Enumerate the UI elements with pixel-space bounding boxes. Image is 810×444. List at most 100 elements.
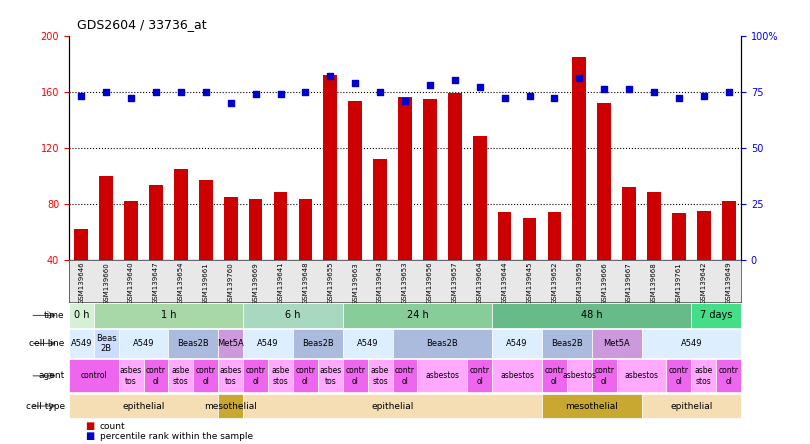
Bar: [143, 359, 168, 392]
Text: agent: agent: [39, 371, 65, 381]
Point: [399, 97, 411, 104]
Point: [299, 88, 312, 95]
Text: Met5A: Met5A: [603, 339, 630, 348]
Bar: [224, 197, 237, 316]
Point: [623, 86, 636, 93]
Text: Met5A: Met5A: [217, 339, 244, 348]
Text: contr
ol: contr ol: [544, 366, 565, 385]
Bar: [69, 303, 94, 328]
Text: GSM139660: GSM139660: [103, 262, 109, 305]
Text: GSM139659: GSM139659: [576, 262, 582, 305]
Text: mesothelial: mesothelial: [204, 401, 257, 411]
Text: GSM139647: GSM139647: [153, 262, 159, 305]
Text: asbestos: asbestos: [562, 371, 596, 381]
Point: [723, 88, 735, 95]
Bar: [199, 180, 213, 316]
Text: asbestos: asbestos: [425, 371, 459, 381]
Bar: [194, 359, 218, 392]
Point: [697, 92, 710, 99]
Text: GSM139642: GSM139642: [701, 262, 707, 304]
Point: [349, 79, 362, 86]
Bar: [647, 193, 661, 316]
Bar: [692, 359, 716, 392]
Point: [150, 88, 163, 95]
Bar: [94, 329, 118, 358]
Text: GSM139661: GSM139661: [202, 262, 209, 305]
Bar: [174, 169, 188, 316]
Text: time: time: [45, 311, 65, 320]
Point: [224, 99, 237, 107]
Text: count: count: [100, 422, 126, 431]
Bar: [149, 186, 163, 316]
Text: A549: A549: [133, 339, 154, 348]
Point: [174, 88, 187, 95]
Text: epithelial: epithelial: [122, 401, 164, 411]
Bar: [616, 359, 667, 392]
Text: A549: A549: [506, 339, 528, 348]
Text: epithelial: epithelial: [670, 401, 713, 411]
Text: GSM139646: GSM139646: [79, 262, 84, 305]
Point: [274, 90, 287, 97]
Bar: [243, 394, 542, 418]
Point: [324, 72, 337, 79]
Text: GSM139666: GSM139666: [601, 262, 608, 305]
Bar: [448, 93, 462, 316]
Text: GSM139640: GSM139640: [128, 262, 134, 305]
Text: Beas2B: Beas2B: [177, 339, 209, 348]
Bar: [100, 176, 113, 316]
Bar: [293, 359, 318, 392]
Bar: [567, 359, 592, 392]
Text: GSM139668: GSM139668: [651, 262, 657, 305]
Bar: [94, 303, 243, 328]
Text: A549: A549: [258, 339, 279, 348]
Bar: [522, 218, 536, 316]
Bar: [492, 359, 542, 392]
Bar: [417, 359, 467, 392]
Text: cell line: cell line: [29, 339, 65, 348]
Bar: [118, 329, 168, 358]
Point: [424, 81, 437, 88]
Bar: [69, 329, 94, 358]
Text: GSM139643: GSM139643: [377, 262, 383, 305]
Text: epithelial: epithelial: [371, 401, 414, 411]
Text: GSM139664: GSM139664: [477, 262, 483, 305]
Text: contr
ol: contr ol: [595, 366, 614, 385]
Bar: [492, 329, 542, 358]
Bar: [168, 329, 218, 358]
Text: contr
ol: contr ol: [196, 366, 215, 385]
Bar: [393, 329, 492, 358]
Text: GSM139645: GSM139645: [526, 262, 532, 304]
Text: Beas2B: Beas2B: [302, 339, 334, 348]
Bar: [573, 56, 586, 316]
Bar: [642, 329, 741, 358]
Text: Beas2B: Beas2B: [551, 339, 582, 348]
Text: GSM139761: GSM139761: [676, 262, 682, 305]
Bar: [622, 187, 636, 316]
Bar: [642, 394, 741, 418]
Text: GSM139760: GSM139760: [228, 262, 234, 305]
Text: contr
ol: contr ol: [146, 366, 166, 385]
Text: GSM139656: GSM139656: [427, 262, 433, 305]
Text: GSM139649: GSM139649: [726, 262, 731, 305]
Bar: [498, 212, 511, 316]
Bar: [75, 229, 88, 316]
Bar: [692, 303, 741, 328]
Bar: [393, 359, 417, 392]
Text: cell type: cell type: [26, 401, 65, 411]
Bar: [548, 212, 561, 316]
Text: 48 h: 48 h: [581, 310, 603, 321]
Text: GSM139669: GSM139669: [253, 262, 258, 305]
Text: asbe
stos: asbe stos: [271, 366, 290, 385]
Text: asbes
tos: asbes tos: [120, 366, 143, 385]
Text: 24 h: 24 h: [407, 310, 428, 321]
Bar: [492, 303, 692, 328]
Text: contr
ol: contr ol: [345, 366, 365, 385]
Text: 6 h: 6 h: [285, 310, 301, 321]
Bar: [118, 359, 143, 392]
Bar: [597, 103, 611, 316]
Bar: [697, 211, 710, 316]
Text: GSM139654: GSM139654: [178, 262, 184, 304]
Text: contr
ol: contr ol: [296, 366, 315, 385]
Text: 0 h: 0 h: [74, 310, 89, 321]
Text: asbes
tos: asbes tos: [319, 366, 342, 385]
